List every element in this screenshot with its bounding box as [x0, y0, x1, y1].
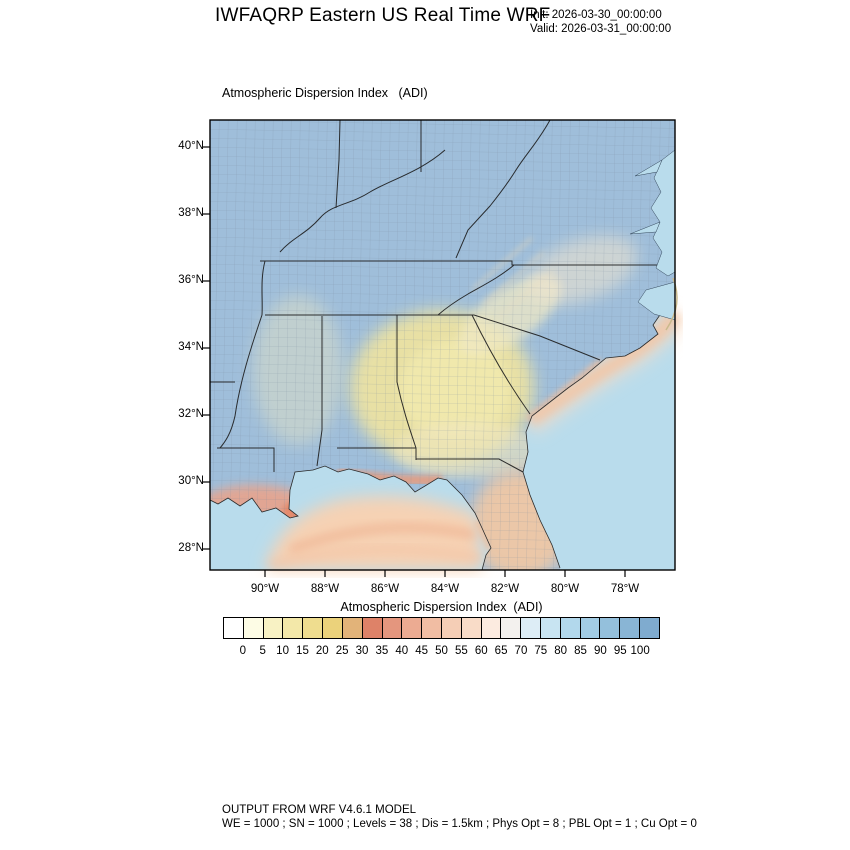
colorbar-tick-label: 45 — [415, 645, 429, 657]
colorbar-cell — [620, 618, 641, 638]
axis-ticks — [203, 146, 626, 577]
lon-tick-label: 88°W — [310, 583, 340, 595]
colorbar-tick-label: 30 — [355, 645, 369, 657]
state-borders — [210, 120, 675, 473]
lat-tick-label: 38°N — [178, 207, 204, 219]
colorbar-cell — [541, 618, 561, 638]
colorbar-cell — [323, 618, 343, 638]
lon-tick-label: 84°W — [430, 583, 460, 595]
map-canvas — [203, 119, 683, 577]
field-title: Atmospheric Dispersion Index (ADI) — [222, 86, 428, 100]
colorbar-cell — [283, 618, 304, 638]
colorbar-tick-label: 70 — [514, 645, 528, 657]
lat-tick-label: 36°N — [178, 274, 204, 286]
colorbar-tick-label: 20 — [315, 645, 329, 657]
colorbar-title: Atmospheric Dispersion Index (ADI) — [340, 600, 543, 614]
lat-tick-label: 32°N — [178, 408, 204, 420]
colorbar-tick-label: 100 — [630, 645, 650, 657]
colorbar-tick-label: 40 — [395, 645, 409, 657]
colorbar-tick-labels: 0 5 10 15 20 25 30 35 40 45 50 55 60 65 70 75 80 85 90 95 10… — [223, 645, 660, 659]
colorbar-tick-label: 80 — [554, 645, 568, 657]
colorbar — [223, 617, 660, 639]
lon-tick-label: 78°W — [610, 583, 640, 595]
colorbar-tick-label: 85 — [574, 645, 587, 657]
colorbar-cell — [263, 618, 284, 638]
colorbar-tick-label: 25 — [335, 645, 349, 657]
colorbar-cell — [303, 618, 324, 638]
colorbar-cell — [501, 618, 522, 638]
colorbar-cell — [422, 618, 442, 638]
colorbar-cell — [560, 618, 581, 638]
init-timestamp: Init: 2026-03-30_00:00:00 — [530, 9, 662, 21]
lon-tick-label: 80°W — [550, 583, 580, 595]
lon-tick-label: 82°W — [490, 583, 520, 595]
colorbar-cell — [640, 618, 659, 638]
chesapeake-bay — [629, 149, 676, 321]
colorbar-cell — [521, 618, 541, 638]
colorbar-tick-label: 90 — [594, 645, 607, 657]
colorbar-cell — [224, 618, 244, 638]
colorbar-tick-label: 55 — [454, 645, 468, 657]
colorbar-cell — [342, 618, 363, 638]
colorbar-cell — [243, 618, 264, 638]
footer-config-line: WE = 1000 ; SN = 1000 ; Levels = 38 ; Di… — [222, 818, 697, 830]
page-title: IWFAQRP Eastern US Real Time WRF — [215, 5, 551, 26]
colorbar-tick-label: 60 — [474, 645, 488, 657]
colorbar-tick-label: 10 — [276, 645, 289, 657]
colorbar-tick-label: 0 — [239, 645, 247, 657]
lon-tick-label: 90°W — [250, 583, 280, 595]
colorbar-tick-label: 5 — [259, 645, 266, 657]
lat-tick-label: 30°N — [178, 475, 204, 487]
colorbar-cell — [382, 618, 403, 638]
colorbar-tick-label: 35 — [375, 645, 389, 657]
footer-model-line: OUTPUT FROM WRF V4.6.1 MODEL — [222, 804, 417, 816]
lat-tick-label: 34°N — [178, 341, 204, 353]
colorbar-cell — [580, 618, 601, 638]
lat-tick-label: 28°N — [178, 542, 204, 554]
colorbar-cell — [461, 618, 482, 638]
colorbar-cell — [402, 618, 423, 638]
valid-timestamp: Valid: 2026-03-31_00:00:00 — [530, 23, 672, 35]
colorbar-cell — [600, 618, 621, 638]
colorbar-tick-label: 75 — [534, 645, 548, 657]
lat-tick-label: 40°N — [178, 140, 204, 152]
colorbar-cell — [362, 618, 383, 638]
land-layer — [209, 120, 676, 571]
colorbar-tick-label: 50 — [435, 645, 448, 657]
colorbar-cell — [441, 618, 462, 638]
colorbar-tick-label: 15 — [296, 645, 309, 657]
colorbar-tick-label: 95 — [613, 645, 627, 657]
lon-tick-label: 86°W — [370, 583, 400, 595]
map-frame — [209, 119, 676, 571]
colorbar-tick-label: 65 — [494, 645, 508, 657]
colorbar-cell — [481, 618, 502, 638]
